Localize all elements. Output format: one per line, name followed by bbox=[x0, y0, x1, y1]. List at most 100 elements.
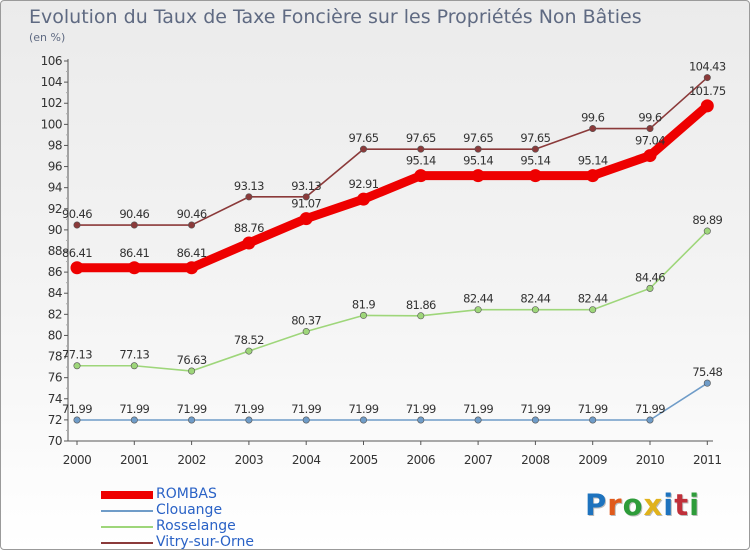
y-tick-label: 106 bbox=[41, 54, 62, 68]
data-point bbox=[531, 416, 539, 424]
data-point bbox=[188, 416, 196, 424]
data-label: 95.14 bbox=[578, 154, 608, 168]
x-tick-label: 2005 bbox=[349, 453, 378, 467]
legend-label: Rosselange bbox=[156, 518, 236, 534]
data-point bbox=[589, 306, 597, 314]
data-point bbox=[531, 306, 539, 314]
data-point bbox=[188, 221, 196, 229]
data-label: 71.99 bbox=[234, 402, 264, 416]
data-label: 90.46 bbox=[119, 207, 149, 221]
data-point bbox=[474, 145, 482, 153]
y-tick-label: 98 bbox=[48, 138, 62, 152]
data-label: 88.76 bbox=[234, 221, 264, 235]
data-label: 71.99 bbox=[635, 402, 665, 416]
y-tick-label: 76 bbox=[48, 371, 62, 385]
data-point bbox=[245, 416, 253, 424]
y-tick-label: 74 bbox=[48, 392, 62, 406]
logo-letter: t bbox=[674, 488, 690, 522]
data-point bbox=[357, 192, 370, 206]
data-label: 75.48 bbox=[692, 365, 722, 379]
data-point bbox=[73, 416, 81, 424]
data-point bbox=[703, 379, 711, 387]
data-point bbox=[703, 227, 711, 235]
data-point bbox=[302, 416, 310, 424]
data-label: 104.43 bbox=[689, 60, 726, 74]
data-label: 91.07 bbox=[291, 197, 321, 211]
data-label: 71.99 bbox=[291, 402, 321, 416]
y-tick-label: 78 bbox=[48, 350, 62, 364]
data-label: 71.99 bbox=[119, 402, 149, 416]
data-label: 71.99 bbox=[406, 402, 436, 416]
y-tick-label: 90 bbox=[48, 223, 62, 237]
data-label: 95.14 bbox=[463, 154, 493, 168]
data-point bbox=[73, 221, 81, 229]
data-point bbox=[188, 367, 196, 375]
x-tick-label: 2009 bbox=[578, 453, 607, 467]
y-tick-label: 72 bbox=[48, 413, 62, 427]
y-tick-label: 100 bbox=[41, 117, 62, 131]
data-label: 90.46 bbox=[62, 207, 92, 221]
data-label: 71.99 bbox=[177, 402, 207, 416]
data-label: 81.86 bbox=[406, 298, 436, 312]
data-label: 97.65 bbox=[349, 131, 379, 145]
data-point bbox=[417, 145, 425, 153]
y-tick-label: 96 bbox=[48, 160, 62, 174]
data-label: 78.52 bbox=[234, 333, 264, 347]
data-point bbox=[242, 236, 256, 250]
data-point bbox=[474, 416, 482, 424]
x-tick-label: 2006 bbox=[407, 453, 436, 467]
data-point bbox=[703, 74, 711, 82]
data-point bbox=[302, 328, 310, 336]
y-tick-label: 84 bbox=[48, 286, 62, 300]
data-label: 80.37 bbox=[291, 314, 321, 328]
x-tick-label: 2010 bbox=[636, 453, 665, 467]
x-tick-label: 2004 bbox=[292, 453, 321, 467]
legend-swatch bbox=[101, 526, 153, 528]
series-line bbox=[76, 382, 709, 421]
data-point bbox=[73, 362, 81, 370]
data-label: 82.44 bbox=[520, 292, 550, 306]
data-point bbox=[245, 347, 253, 355]
series-line bbox=[76, 230, 709, 372]
x-tick-label: 2008 bbox=[521, 453, 550, 467]
data-label: 82.44 bbox=[463, 292, 493, 306]
data-label: 86.41 bbox=[177, 246, 207, 260]
x-tick-label: 2007 bbox=[464, 453, 493, 467]
y-tick-label: 86 bbox=[48, 265, 62, 279]
data-point bbox=[130, 362, 138, 370]
legend-label: ROMBAS bbox=[156, 486, 217, 502]
data-point bbox=[646, 125, 654, 133]
data-label: 71.99 bbox=[349, 402, 379, 416]
legend-label: Clouange bbox=[156, 502, 223, 518]
data-label: 84.46 bbox=[635, 270, 665, 284]
data-label: 71.99 bbox=[463, 402, 493, 416]
data-point bbox=[474, 306, 482, 314]
legend-swatch bbox=[101, 491, 153, 499]
data-point bbox=[359, 311, 367, 319]
series-line bbox=[76, 76, 709, 226]
data-label: 86.41 bbox=[62, 246, 92, 260]
data-label: 99.6 bbox=[581, 111, 604, 125]
data-point bbox=[130, 221, 138, 229]
data-point bbox=[417, 416, 425, 424]
x-tick-label: 2002 bbox=[177, 453, 206, 467]
x-tick-label: 2001 bbox=[120, 453, 149, 467]
data-point bbox=[185, 261, 199, 275]
y-tick-label: 94 bbox=[48, 181, 62, 195]
logo-letter: i bbox=[689, 488, 701, 522]
data-label: 97.04 bbox=[635, 134, 665, 148]
data-point bbox=[589, 416, 597, 424]
data-label: 81.9 bbox=[352, 297, 375, 311]
data-point bbox=[299, 212, 313, 226]
y-tick-label: 82 bbox=[48, 307, 62, 321]
logo-letter: x bbox=[643, 488, 664, 522]
data-point bbox=[586, 169, 600, 183]
data-point bbox=[302, 193, 310, 201]
data-label: 93.13 bbox=[234, 179, 264, 193]
y-tick-label: 102 bbox=[41, 96, 62, 110]
data-point bbox=[528, 169, 542, 183]
x-tick-label: 2003 bbox=[235, 453, 264, 467]
data-label: 97.65 bbox=[463, 131, 493, 145]
